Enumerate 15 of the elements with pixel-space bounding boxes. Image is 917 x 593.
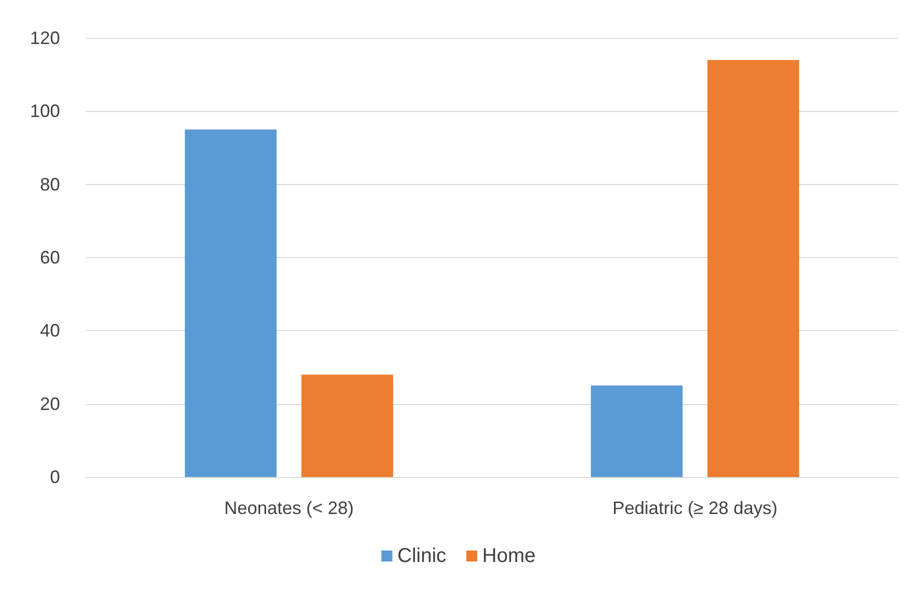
y-tick-label: 120	[30, 28, 60, 48]
y-tick-label: 40	[40, 320, 60, 341]
y-tick-label: 100	[30, 101, 60, 122]
x-tick-label: Pediatric (≥ 28 days)	[612, 498, 778, 518]
bar	[590, 386, 683, 477]
y-tick-label: 0	[50, 467, 60, 487]
legend-label: Home	[482, 545, 536, 567]
legend-label: Clinic	[397, 545, 446, 567]
bar	[707, 60, 800, 477]
bar	[184, 129, 277, 477]
y-tick-label: 20	[40, 394, 60, 414]
y-tick-label: 80	[40, 174, 60, 194]
x-tick-label: Neonates (< 28)	[224, 498, 354, 518]
bar	[301, 374, 394, 477]
y-tick-label: 60	[40, 248, 60, 268]
